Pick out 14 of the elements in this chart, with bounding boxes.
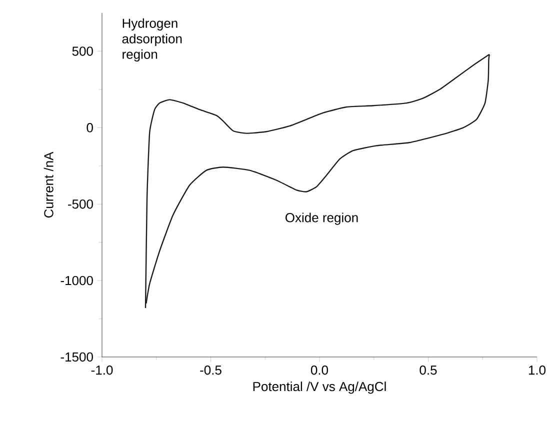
y-axis-title: Current /nA bbox=[44, 152, 54, 218]
x-tick-label: 1.0 bbox=[528, 366, 546, 375]
annotation: Hydrogen adsorption region bbox=[122, 18, 182, 62]
x-tick-label: 0.5 bbox=[420, 366, 437, 375]
y-tick-label: -1500 bbox=[60, 352, 93, 362]
x-tick-label: -0.5 bbox=[200, 366, 222, 375]
y-tick-label: -1000 bbox=[60, 276, 93, 286]
y-tick-label: -500 bbox=[68, 199, 93, 209]
y-tick-label: 0 bbox=[86, 123, 93, 132]
x-tick-label: -1.0 bbox=[91, 366, 113, 375]
annotation: Oxide region bbox=[286, 212, 358, 225]
y-tick-label: 500 bbox=[72, 46, 93, 56]
x-tick-label: 0.0 bbox=[310, 366, 328, 375]
x-axis-title: Potential /V vs Ag/AgCl bbox=[253, 382, 386, 394]
